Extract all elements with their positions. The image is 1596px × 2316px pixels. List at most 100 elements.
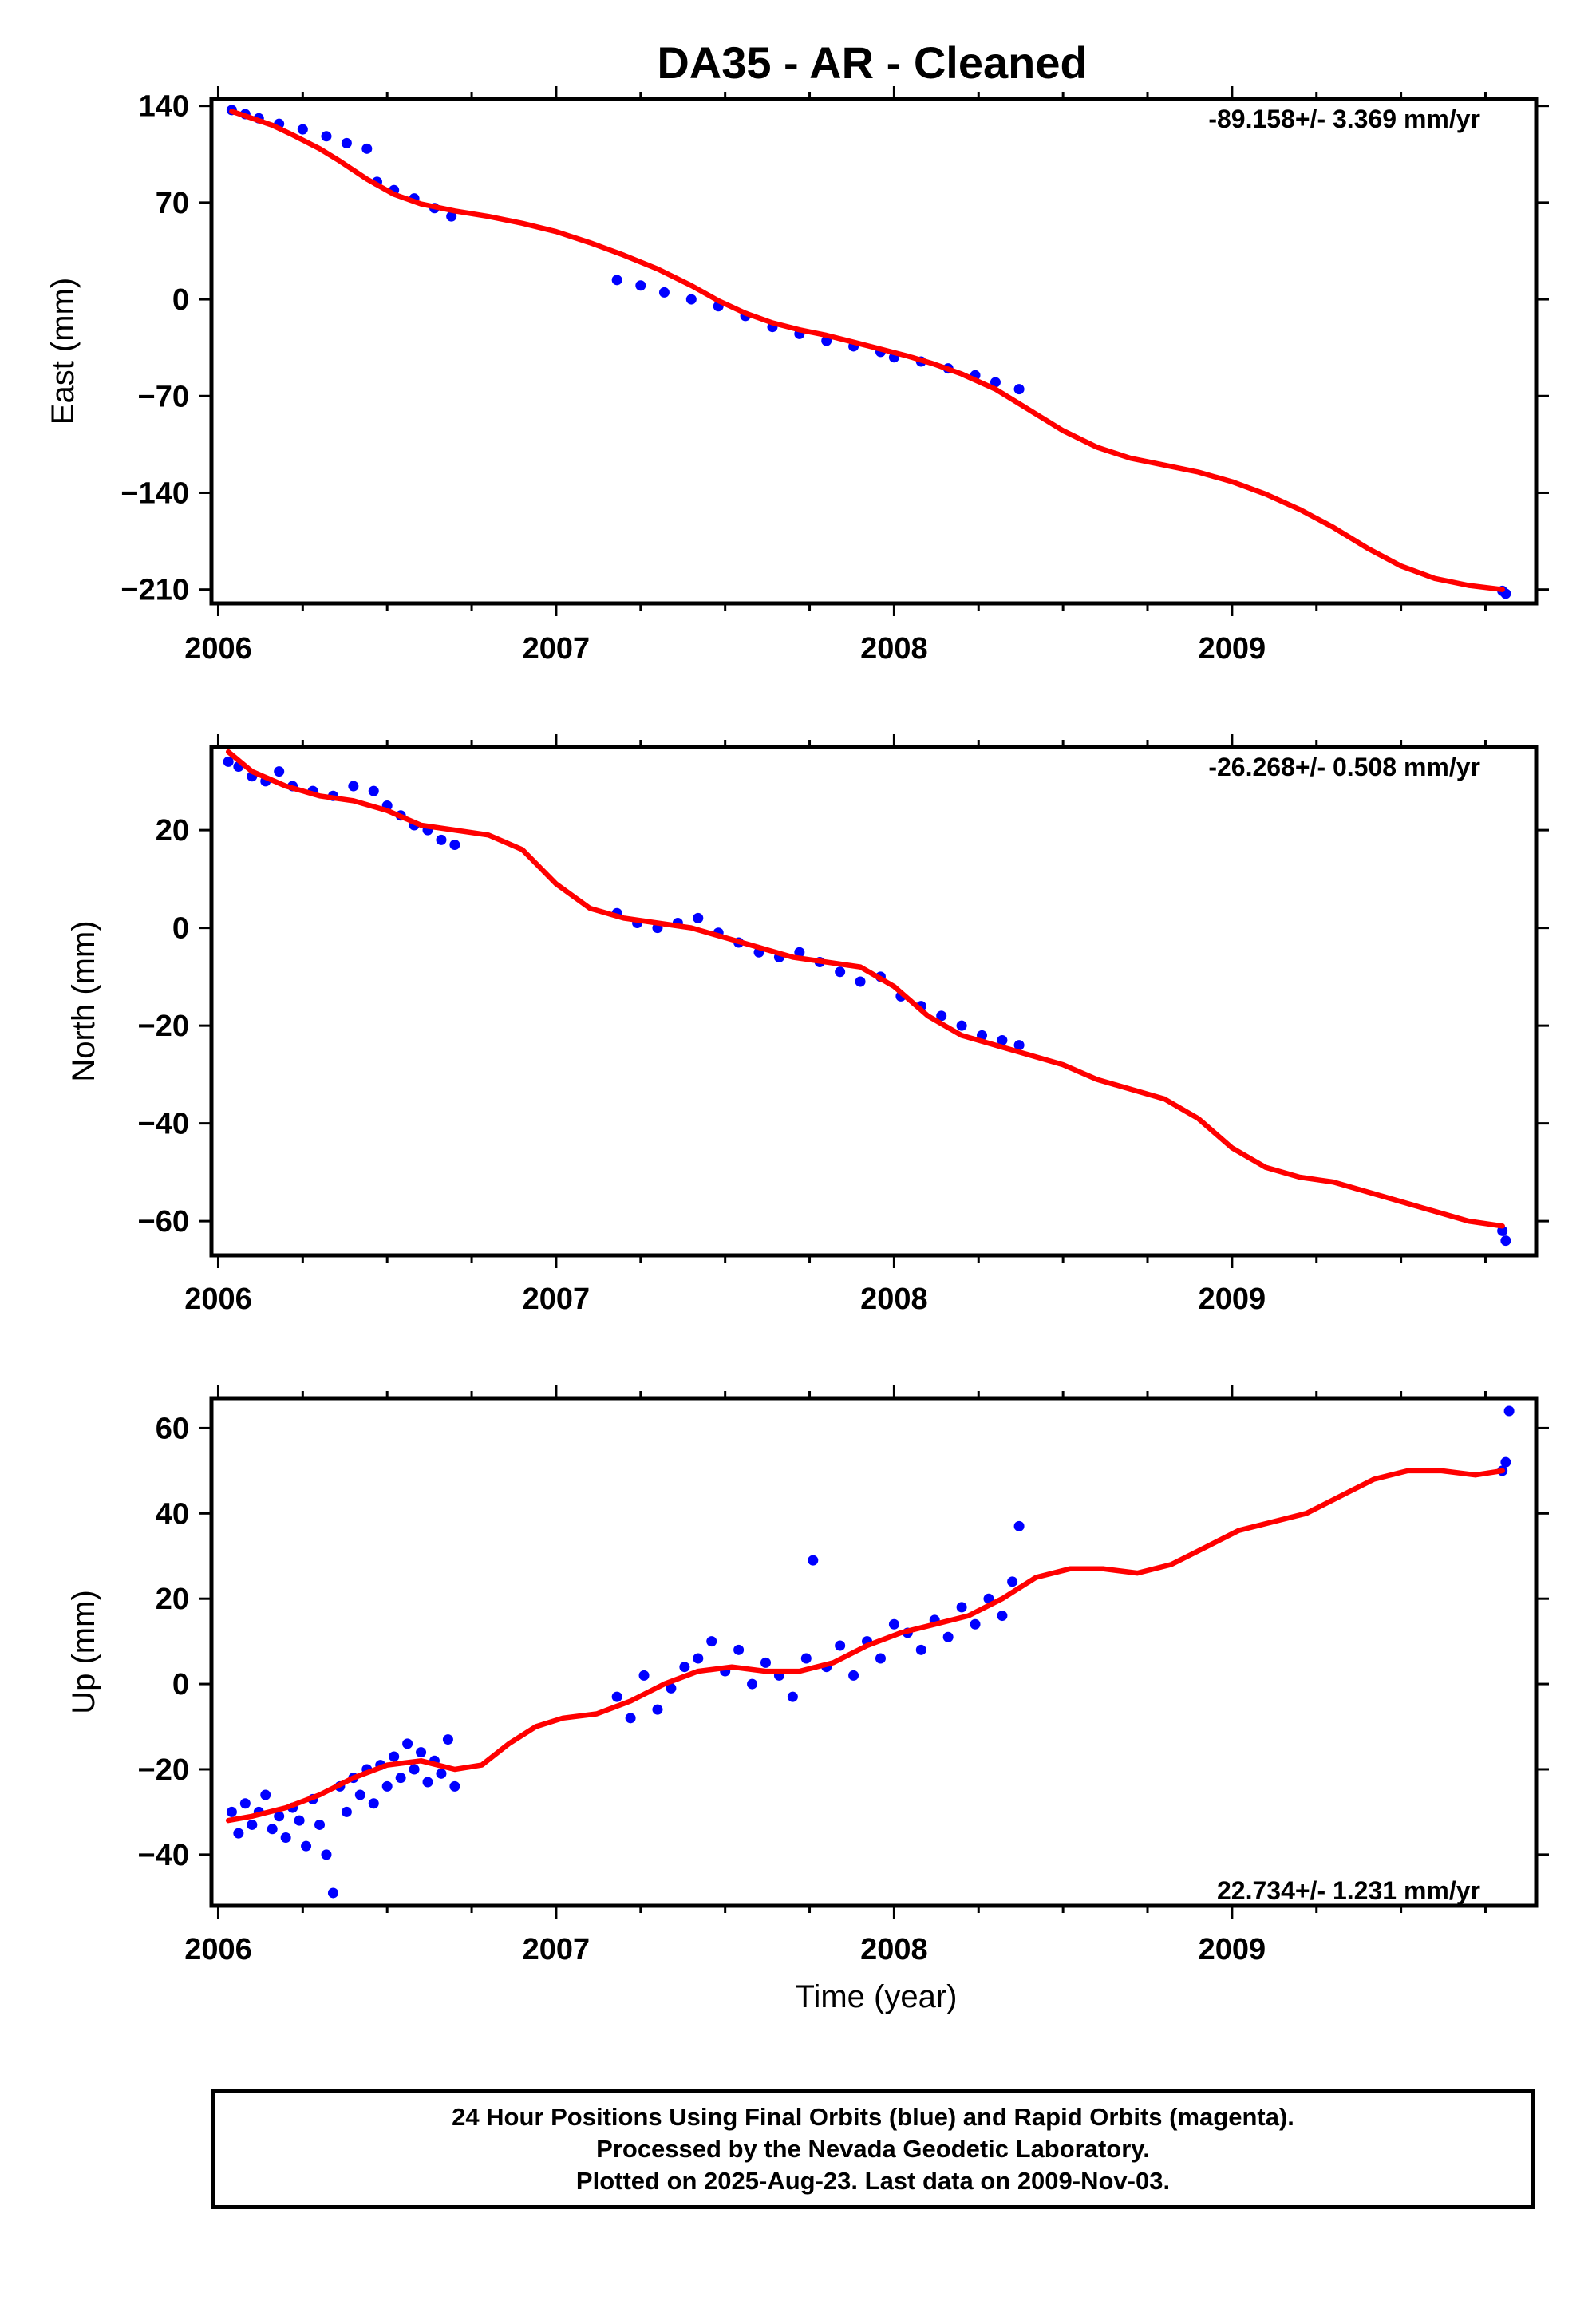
up-xtick-label-2009: 2009 (1199, 1933, 1266, 1966)
footer-line-2: Processed by the Nevada Geodetic Laborat… (596, 2134, 1150, 2163)
footer-line-1: 24 Hour Positions Using Final Orbits (bl… (452, 2102, 1294, 2131)
north-point (835, 966, 846, 978)
north-point (794, 947, 805, 958)
north-ytick-label: −20 (138, 1010, 189, 1043)
up-ytick-label: 20 (156, 1583, 189, 1616)
up-point (321, 1849, 332, 1860)
north-ytick-label: 20 (156, 814, 189, 848)
up-point (638, 1670, 650, 1681)
north-panel: 2006 2007 2008 2009 20 0 −20 −40 −60 North (mm) -2… (66, 734, 1549, 1316)
north-xtick-label-2006: 2006 (184, 1282, 252, 1316)
north-point (436, 834, 447, 845)
up-point (666, 1682, 677, 1694)
up-point (381, 1780, 393, 1792)
up-point (301, 1840, 312, 1852)
up-point (260, 1789, 271, 1800)
up-point (875, 1653, 886, 1664)
north-point (855, 976, 866, 987)
up-ytick-label: 0 (172, 1668, 189, 1701)
up-point (233, 1828, 244, 1839)
up-point (983, 1593, 994, 1604)
north-model-line (225, 749, 1505, 1229)
up-ytick-label: 60 (156, 1412, 189, 1445)
up-ytick-label: 40 (156, 1497, 189, 1531)
up-point (442, 1734, 453, 1745)
up-point (888, 1618, 899, 1630)
up-xtick-label-2007: 2007 (523, 1933, 591, 1966)
east-point (990, 377, 1001, 388)
east-point (611, 275, 622, 286)
up-point (970, 1618, 981, 1630)
up-point (787, 1691, 798, 1702)
up-point (848, 1670, 859, 1681)
up-point (422, 1777, 433, 1788)
east-data (226, 105, 1511, 599)
up-point (327, 1887, 338, 1899)
up-point (693, 1653, 704, 1664)
north-point (1497, 1225, 1508, 1236)
north-ytick-label: −60 (138, 1205, 189, 1239)
up-point (409, 1764, 420, 1775)
footer-line-3: Plotted on 2025-Aug-23. Last data on 200… (575, 2166, 1171, 2195)
up-point (226, 1806, 237, 1817)
up-point (239, 1798, 251, 1809)
up-point (679, 1662, 690, 1673)
up-point (611, 1691, 622, 1702)
east-ytick-label: 140 (139, 90, 189, 124)
up-point (747, 1678, 758, 1690)
east-point (635, 280, 646, 291)
north-point (936, 1010, 947, 1022)
east-point (446, 211, 457, 222)
up-point (1007, 1576, 1018, 1587)
up-ytick-label: −20 (138, 1753, 189, 1787)
north-point (274, 766, 285, 777)
figure-title: DA35 - AR - Cleaned (657, 38, 1087, 88)
north-rate-annotation: -26.268+/- 0.508 mm/yr (1208, 753, 1480, 781)
up-panel: 2006 2007 2008 2009 60 40 20 0 −20 −40 Up (mm) 22.7… (66, 1385, 1549, 2014)
north-point (368, 785, 379, 796)
up-rate-annotation: 22.734+/- 1.231 mm/yr (1217, 1876, 1480, 1905)
up-frame (209, 1396, 1539, 1908)
north-xtick-label-2009: 2009 (1199, 1282, 1266, 1316)
north-xtick-label-2007: 2007 (523, 1282, 591, 1316)
up-point (733, 1644, 745, 1655)
up-point (341, 1806, 352, 1817)
east-xtick-label-2008: 2008 (860, 632, 928, 666)
up-data (225, 1405, 1515, 1899)
up-point (402, 1738, 413, 1749)
north-point (1500, 1235, 1511, 1247)
east-point (341, 137, 352, 148)
up-point (706, 1636, 717, 1647)
east-rate-annotation: -89.158+/- 3.369 mm/yr (1208, 105, 1480, 133)
east-ytick-label: 0 (172, 283, 189, 317)
east-ytick-label: −140 (120, 476, 189, 510)
east-point (658, 287, 670, 298)
footer-box: 24 Hour Positions Using Final Orbits (bl… (211, 2089, 1535, 2209)
north-point (449, 840, 460, 850)
east-xtick-label-2007: 2007 (523, 632, 591, 666)
east-panel: 2006 2007 2008 2009 140 70 0 −70 −140 −210 East (m… (45, 86, 1549, 666)
up-point (294, 1815, 305, 1826)
north-point (997, 1035, 1008, 1045)
up-point (314, 1819, 326, 1830)
north-data (223, 749, 1511, 1247)
up-model-line (225, 1468, 1505, 1824)
east-point (1013, 384, 1025, 395)
up-point (247, 1819, 258, 1830)
east-model-line (229, 109, 1505, 592)
up-xtick-label-2006: 2006 (184, 1933, 252, 1966)
east-point (297, 124, 308, 135)
north-point (956, 1020, 967, 1031)
up-point (760, 1657, 771, 1668)
up-point (416, 1747, 427, 1758)
up-point (274, 1811, 285, 1822)
up-point (436, 1768, 447, 1779)
east-frame (209, 97, 1539, 606)
up-point (354, 1789, 365, 1800)
up-ytick-label: −40 (138, 1839, 189, 1872)
up-point (956, 1602, 967, 1613)
up-point (625, 1713, 636, 1724)
east-xtick-label-2009: 2009 (1199, 632, 1266, 666)
north-ytick-label: 0 (172, 912, 189, 946)
